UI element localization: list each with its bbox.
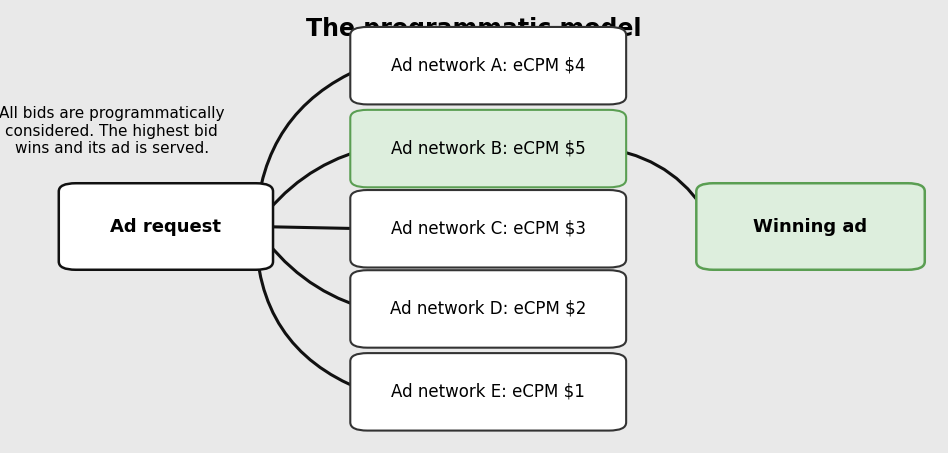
Text: Ad network D: eCPM $2: Ad network D: eCPM $2 [390,300,587,318]
FancyBboxPatch shape [351,353,626,430]
FancyBboxPatch shape [351,27,626,105]
Text: Ad network B: eCPM $5: Ad network B: eCPM $5 [391,140,586,158]
Text: Winning ad: Winning ad [754,217,867,236]
Text: Ad network E: eCPM $1: Ad network E: eCPM $1 [392,383,585,401]
Text: The programmatic model: The programmatic model [306,18,642,41]
FancyBboxPatch shape [351,270,626,348]
FancyBboxPatch shape [351,190,626,267]
FancyBboxPatch shape [696,183,924,270]
Text: Ad network C: eCPM $3: Ad network C: eCPM $3 [391,220,586,238]
Text: Ad request: Ad request [110,217,222,236]
FancyBboxPatch shape [59,183,273,270]
Text: Ad network A: eCPM $4: Ad network A: eCPM $4 [391,57,586,75]
FancyBboxPatch shape [351,110,626,188]
Text: All bids are programmatically
considered. The highest bid
wins and its ad is ser: All bids are programmatically considered… [0,106,225,156]
